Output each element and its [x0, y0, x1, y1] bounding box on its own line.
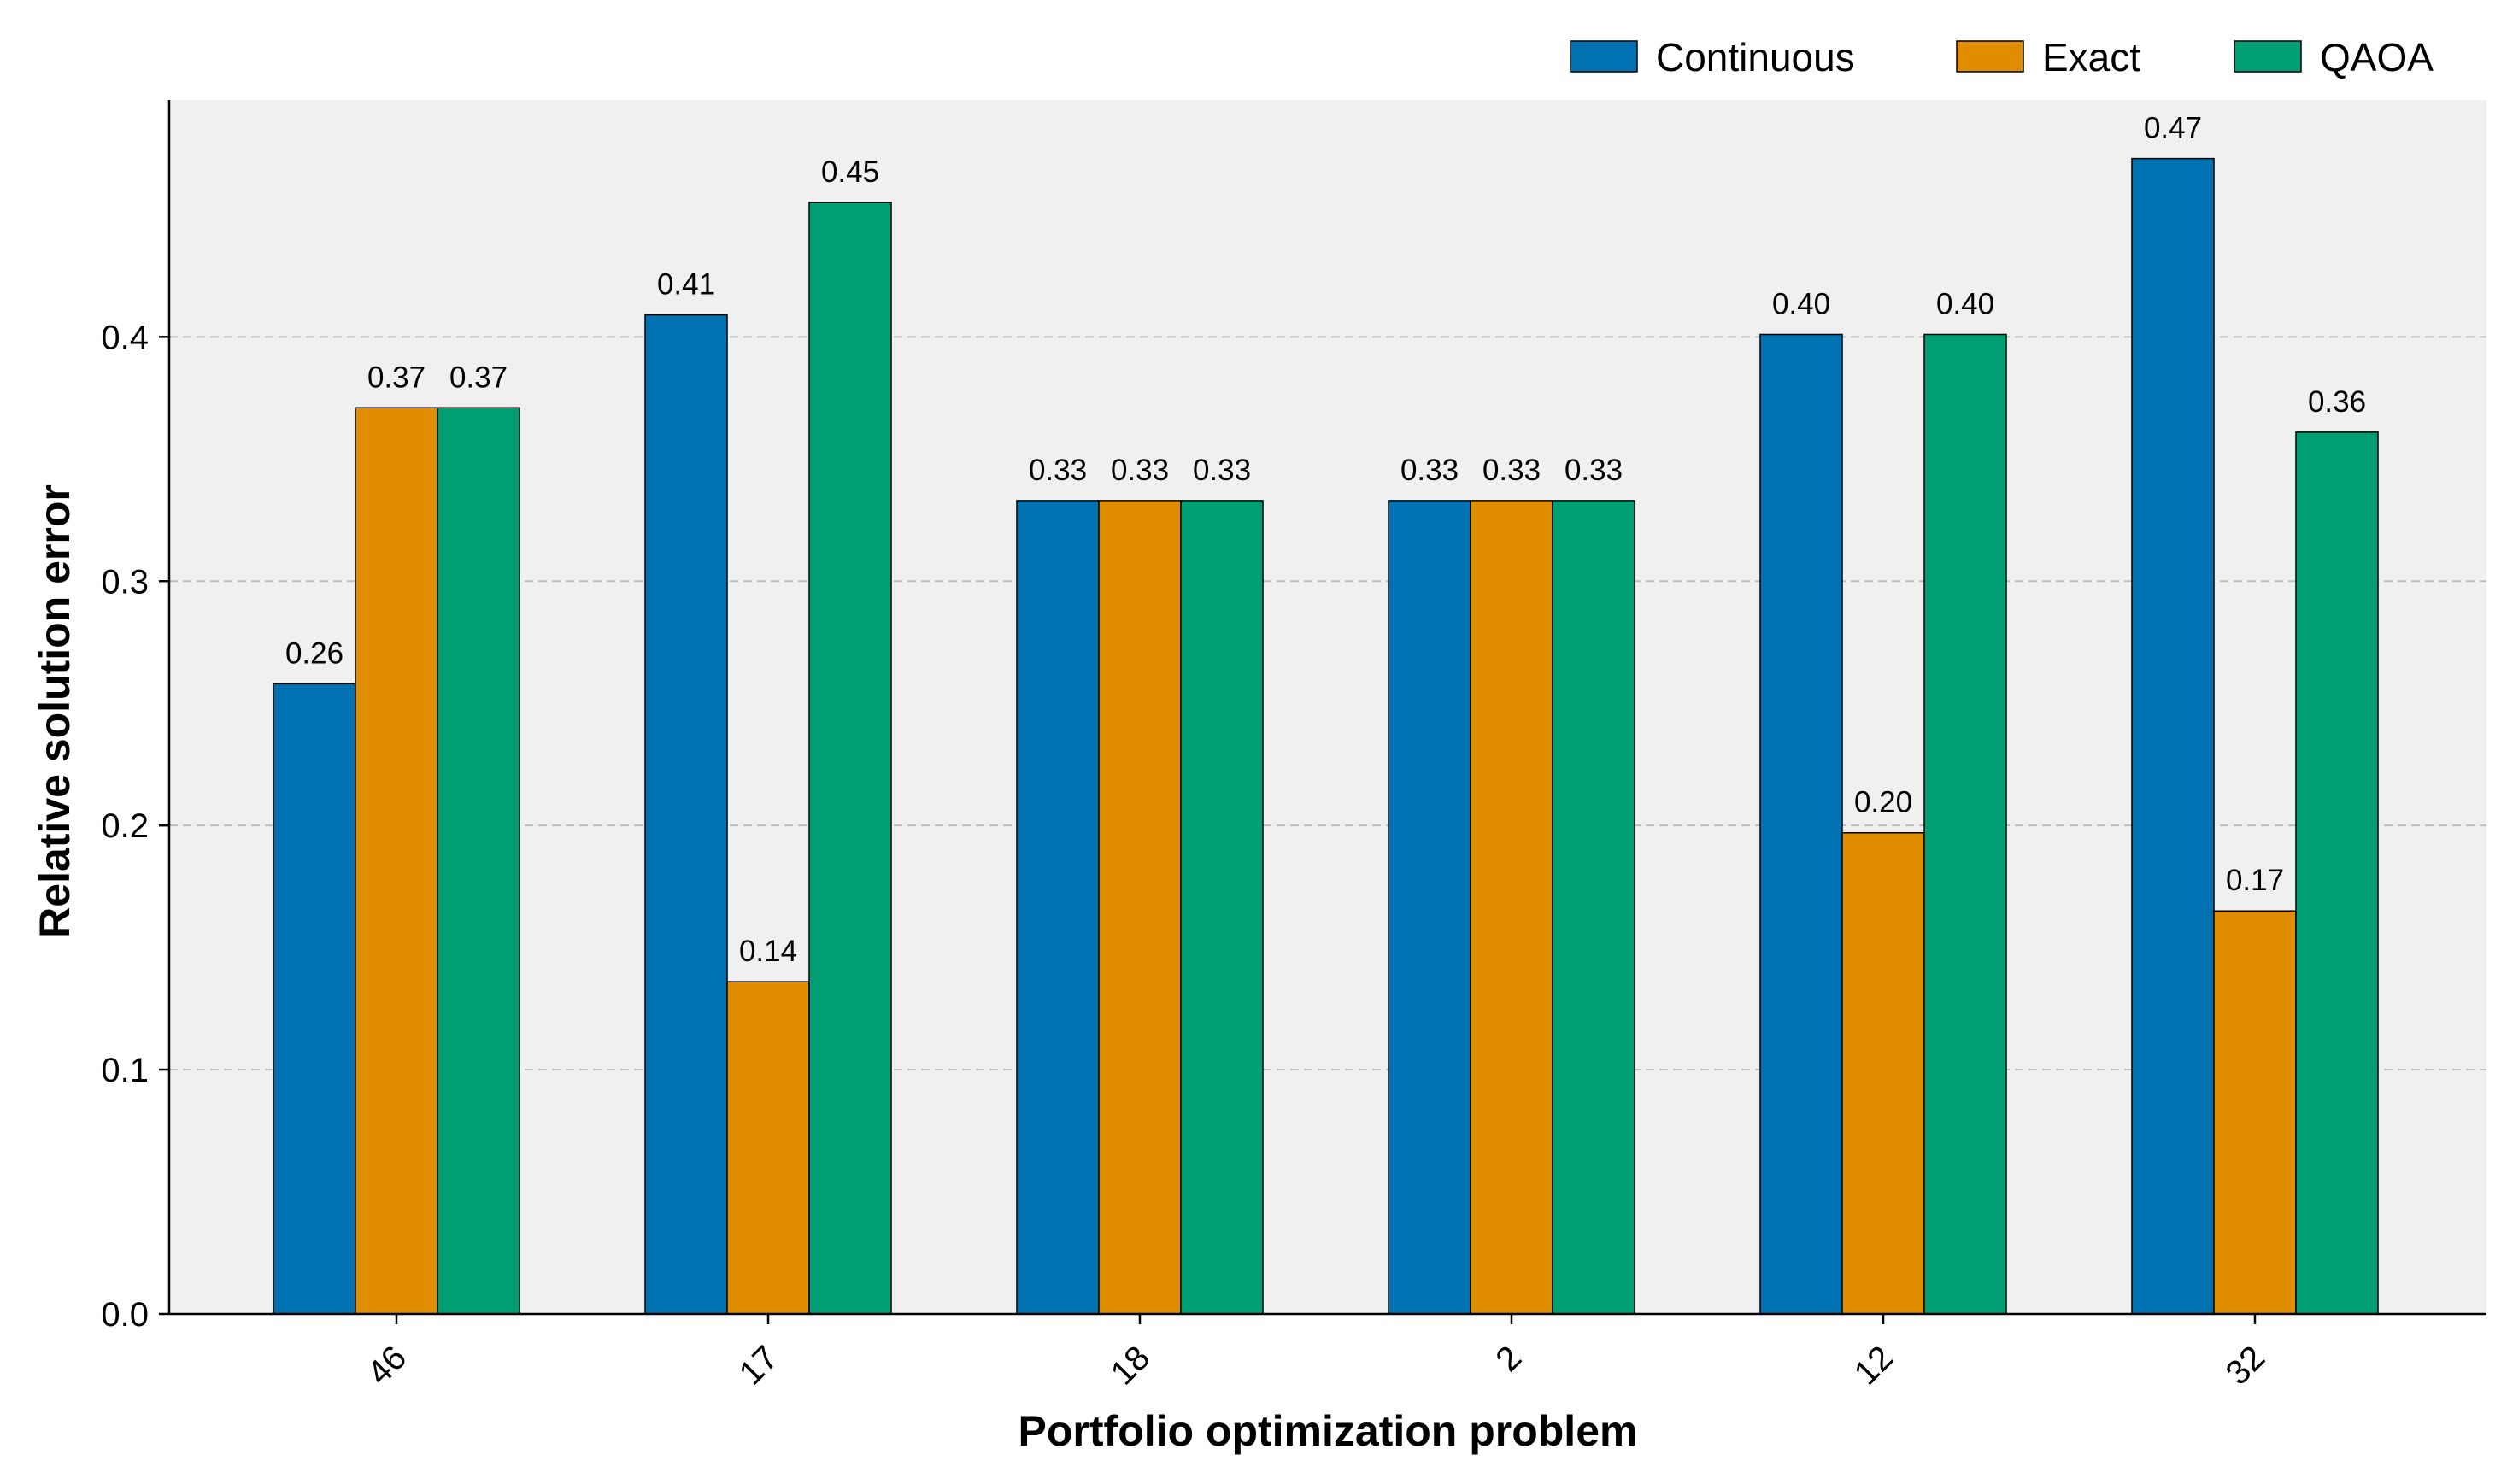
- bar-value-label: 0.33: [1029, 454, 1087, 487]
- grid-lines: [169, 336, 2486, 1071]
- legend-label: Continuous: [1656, 35, 1855, 79]
- bar-value-label: 0.26: [285, 636, 343, 670]
- bar-value-label: 0.37: [367, 361, 426, 394]
- legend-swatch: [1956, 40, 2024, 73]
- y-tick-label: 0.3: [101, 563, 149, 601]
- y-tick-label: 0.1: [101, 1052, 149, 1089]
- bar-value-label: 0.47: [2144, 112, 2202, 145]
- bar: [2295, 431, 2379, 1315]
- bar: [2131, 157, 2215, 1315]
- y-tick-label: 0.2: [101, 807, 149, 845]
- bar-value-label: 0.36: [2308, 385, 2366, 419]
- x-tick-label: 18: [1104, 1339, 1158, 1393]
- bar: [273, 683, 356, 1315]
- bar: [1759, 333, 1843, 1315]
- y-tick-label: 0.0: [101, 1296, 149, 1334]
- plot-background: [169, 100, 2486, 1314]
- legend-label: Exact: [2042, 35, 2140, 79]
- bar-value-label: 0.33: [1400, 454, 1459, 487]
- bar-value-label: 0.33: [1193, 454, 1251, 487]
- x-axis-title: Portfolio optimization problem: [1019, 1407, 1638, 1455]
- x-tick-label: 46: [361, 1339, 414, 1393]
- bar: [1552, 500, 1635, 1315]
- bar: [1180, 500, 1264, 1315]
- bar-value-label: 0.40: [1936, 287, 1994, 320]
- x-tick-label: 12: [1847, 1339, 1901, 1393]
- bar: [1923, 333, 2007, 1315]
- bar: [1016, 500, 1100, 1315]
- bar-labels: 0.26 0.37 0.37 0.41 0.14 0.45 0.33 0.33 0.33 0.33…: [285, 112, 2366, 969]
- legend-swatch: [2234, 40, 2302, 73]
- x-tick-label: 2: [1488, 1339, 1529, 1379]
- bar-value-label: 0.20: [1854, 786, 1912, 819]
- bar: [808, 202, 892, 1315]
- bar: [437, 407, 520, 1315]
- legend: Continuous Exact QAOA: [1570, 35, 2434, 79]
- bar-value-label: 0.33: [1565, 454, 1623, 487]
- bar: [355, 407, 438, 1315]
- bar: [1841, 831, 1925, 1315]
- bar-value-label: 0.40: [1772, 287, 1830, 320]
- bar: [1098, 500, 1182, 1315]
- bar-value-label: 0.14: [739, 935, 797, 968]
- x-tick-label: 17: [732, 1339, 786, 1393]
- legend-swatch: [1570, 40, 1638, 73]
- bar: [1388, 500, 1471, 1315]
- bar-value-label: 0.33: [1482, 454, 1541, 487]
- legend-label: QAOA: [2320, 35, 2434, 79]
- bar-value-label: 0.41: [657, 268, 715, 302]
- bar-value-label: 0.37: [449, 361, 508, 394]
- bar: [644, 314, 728, 1315]
- x-tick-label: 32: [2219, 1339, 2273, 1393]
- bar-value-label: 0.33: [1111, 454, 1169, 487]
- bar: [726, 981, 810, 1315]
- bar: [2213, 910, 2297, 1315]
- y-tick-label: 0.4: [101, 319, 149, 356]
- bar: [1470, 500, 1553, 1315]
- bar-value-label: 0.17: [2226, 864, 2284, 897]
- bar-value-label: 0.45: [821, 155, 879, 189]
- y-axis-title: Relative solution error: [31, 484, 79, 938]
- bars: [273, 157, 2379, 1315]
